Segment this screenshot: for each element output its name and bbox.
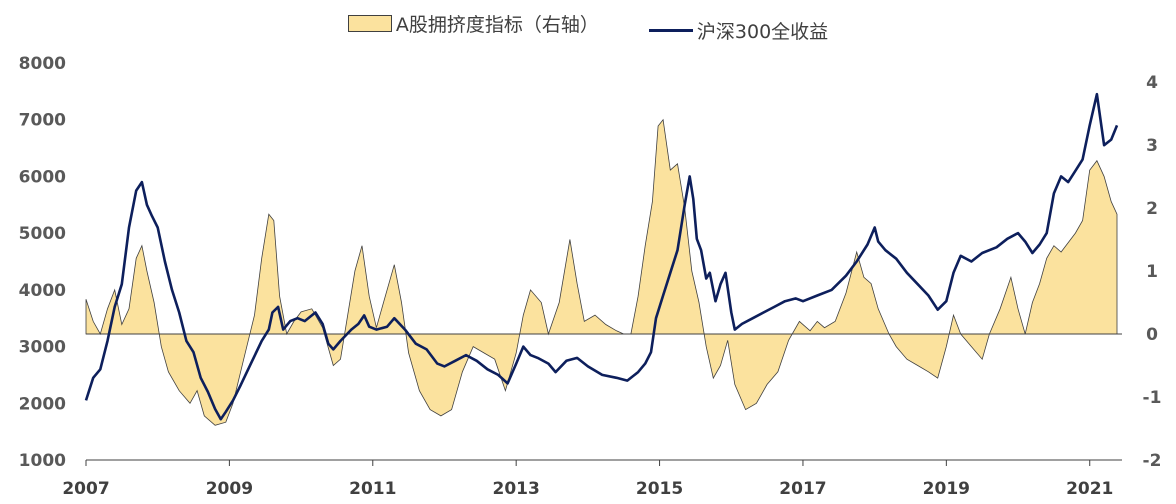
y-right-tick-label: -2 [1143,451,1162,471]
line-layer [84,92,1119,421]
legend-item-crowding: A股拥挤度指标（右轴） [347,10,599,37]
y-right-tick-label: 3 [1146,136,1158,156]
legend-label-crowding: A股拥挤度指标（右轴） [395,14,599,36]
y-right-tick-label: 1 [1146,262,1158,282]
y-right-tick-label: -1 [1143,388,1162,408]
legend-item-csi300: 沪深300全收益 [648,17,829,44]
area-layer [85,118,1118,426]
y-left-tick-label: 4000 [19,281,66,301]
legend-label-csi300: 沪深300全收益 [696,21,829,43]
y-right-tick-label: 0 [1146,325,1158,345]
x-tick-label: 2009 [206,479,253,499]
x-tick-label: 2007 [62,479,109,499]
x-tick-label: 2019 [923,479,970,499]
y-left-tick-label: 7000 [19,111,66,131]
y-left-tick-label: 2000 [19,394,66,414]
y-left-tick-label: 3000 [19,338,66,358]
y-right-tick-label: 4 [1146,73,1158,93]
legend-swatch-area-icon [347,15,392,32]
crowding-area [85,118,1118,426]
y-left-tick-label: 1000 [19,451,66,471]
legend: A股拥挤度指标（右轴） 沪深300全收益 [0,10,1176,44]
y-right-tick-label: 2 [1146,199,1158,219]
x-tick-label: 2021 [1066,479,1113,499]
legend-swatch-line-icon [648,29,693,32]
axis-layer: 1000 2000 3000 4000 5000 6000 7000 8000 -2 -1 0 1 2 3… [19,54,1162,499]
x-tick-label: 2013 [493,479,540,499]
x-tick-label: 2015 [636,479,683,499]
x-tick-label: 2011 [349,479,396,499]
y-left-tick-label: 6000 [19,167,66,187]
csi300-line [84,92,1119,421]
x-tick-label: 2017 [779,479,826,499]
y-left-tick-label: 5000 [19,224,66,244]
y-left-tick-label: 8000 [19,54,66,74]
